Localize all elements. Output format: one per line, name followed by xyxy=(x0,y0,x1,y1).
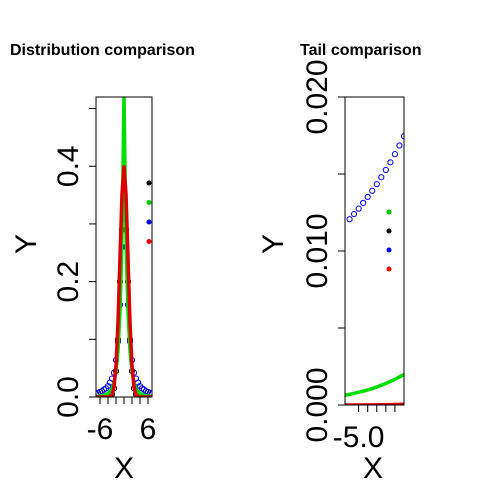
data-point xyxy=(350,210,358,218)
y-tick-label: 0.010 xyxy=(301,213,334,288)
series-line xyxy=(96,165,152,397)
legend-marker xyxy=(386,228,392,234)
x-axis-label: X xyxy=(114,452,134,485)
y-tick-label: 0.2 xyxy=(52,261,85,303)
x-tick-label: 6 xyxy=(140,413,157,446)
x-tick-label: -5.0 xyxy=(333,421,385,454)
y-tick-label: 0.4 xyxy=(52,145,85,187)
data-point xyxy=(360,199,367,207)
y-tick-label: 0.020 xyxy=(301,59,334,134)
legend-marker xyxy=(146,180,152,186)
data-point xyxy=(369,187,376,194)
x-axis-label: X xyxy=(363,452,383,485)
series-group xyxy=(96,97,152,397)
data-point xyxy=(391,151,399,158)
plot-frame xyxy=(344,96,405,406)
legend-marker xyxy=(146,219,152,225)
data-point xyxy=(373,181,380,188)
data-point xyxy=(378,174,385,181)
data-point xyxy=(346,216,353,223)
plot-area: -6 6 0.0 0.2 0.4 xyxy=(52,96,157,446)
legend-marker xyxy=(146,200,152,205)
y-axis-label: Y xyxy=(257,234,290,254)
series-line xyxy=(345,372,404,398)
legend-marker xyxy=(386,247,392,253)
series-group xyxy=(345,133,404,405)
data-point xyxy=(387,159,394,166)
y-axis-label: Y xyxy=(10,234,43,254)
chart-title: Tail comparison xyxy=(300,42,422,59)
legend-marker xyxy=(386,266,392,272)
data-point xyxy=(355,205,362,212)
data-point xyxy=(382,166,389,174)
y-tick-label: 0.0 xyxy=(52,376,85,418)
legend-marker xyxy=(386,209,392,215)
series-line xyxy=(96,97,152,397)
tail-comparison-panel: Tail comparison X Y -5.00.000 0.010 0.020 xyxy=(257,42,422,485)
data-point xyxy=(396,142,403,149)
distribution-comparison-panel: Distribution comparison X Y -6 6 0.0 0.2 0.4 xyxy=(10,42,195,485)
data-point xyxy=(364,193,371,201)
chart-title: Distribution comparison xyxy=(10,42,195,59)
x-tick-label: -6 xyxy=(87,413,114,446)
plot-area: -5.00.000 0.010 0.020 xyxy=(301,59,405,454)
legend-marker xyxy=(146,239,152,244)
y-tick-label: 0.000 xyxy=(301,367,334,442)
